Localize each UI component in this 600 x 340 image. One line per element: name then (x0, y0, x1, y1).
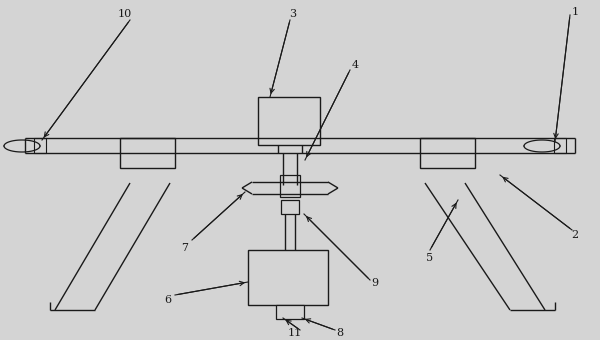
Text: 9: 9 (371, 278, 379, 288)
Text: 1: 1 (571, 7, 578, 17)
Bar (280, 175, 300, 197)
Bar (258, 97, 320, 145)
Bar (281, 200, 299, 214)
Text: 2: 2 (571, 230, 578, 240)
Text: 8: 8 (337, 328, 344, 338)
Bar (276, 305, 304, 319)
Text: 7: 7 (182, 243, 188, 253)
Text: 11: 11 (288, 328, 302, 338)
Text: 5: 5 (427, 253, 434, 263)
Bar (554, 138, 566, 153)
Bar (120, 138, 175, 168)
Text: 4: 4 (352, 60, 359, 70)
Text: 3: 3 (289, 9, 296, 19)
Bar (34, 138, 46, 153)
Bar (248, 250, 328, 305)
Text: 10: 10 (118, 9, 132, 19)
Bar (420, 138, 475, 168)
Text: 6: 6 (164, 295, 172, 305)
